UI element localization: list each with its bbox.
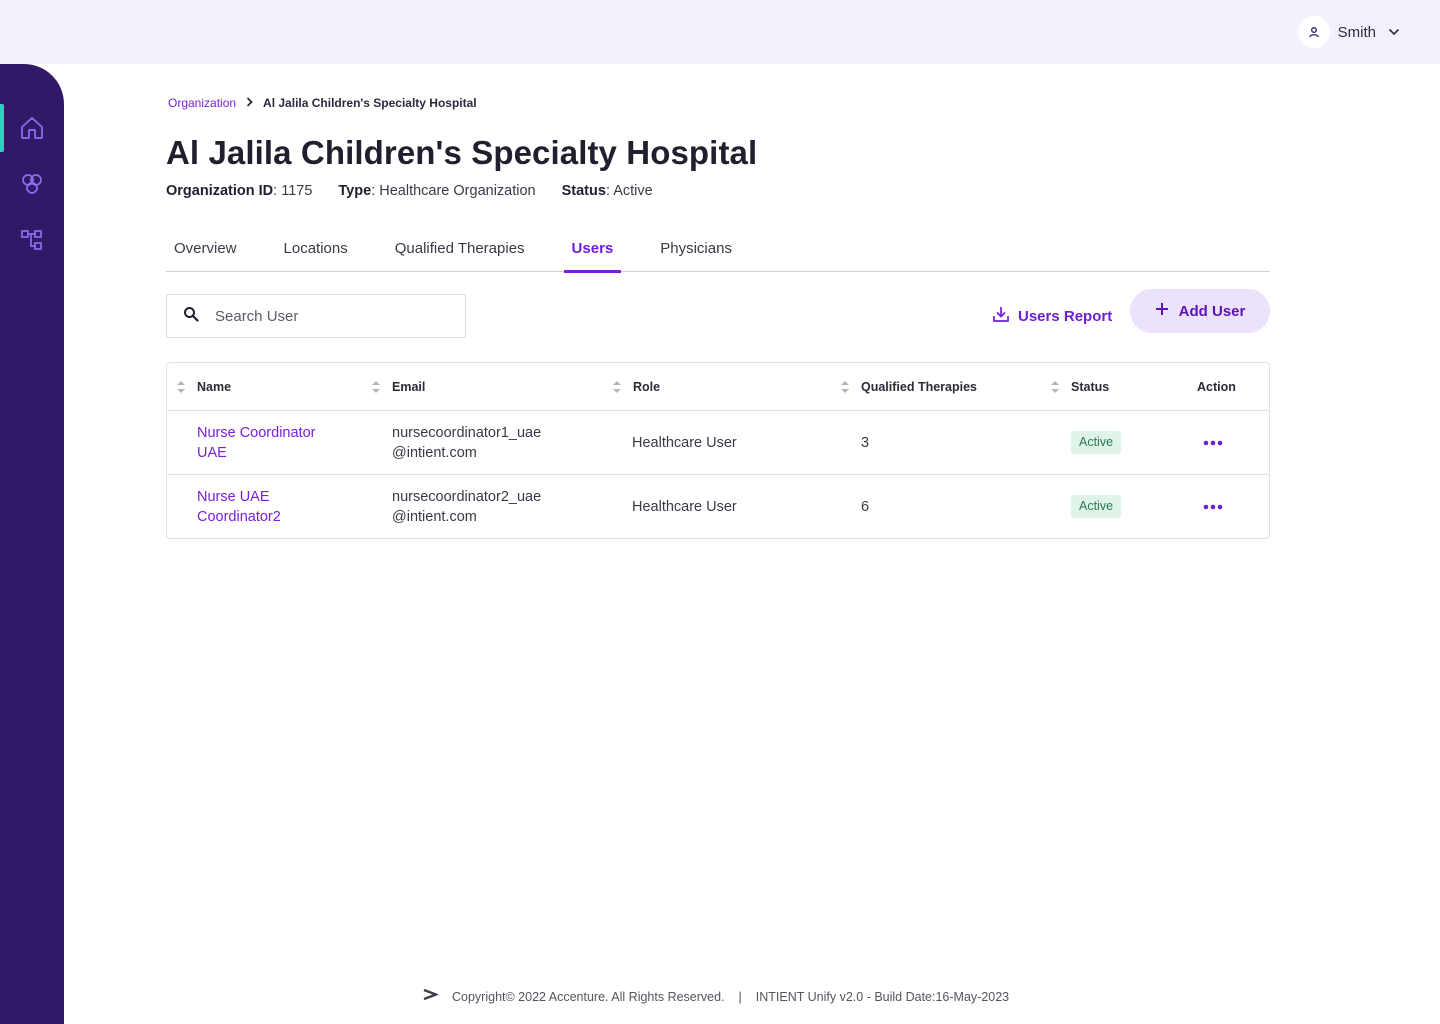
sort-icon[interactable] [840,379,850,395]
column-header-status[interactable]: Status [1071,379,1110,394]
user-therapies-count: 3 [861,434,870,451]
status-cell: Active [1071,475,1122,538]
user-role: Healthcare User [632,434,737,451]
user-role: Healthcare User [632,498,737,515]
user-name-cell[interactable]: Nurse Coordinator UAE [197,411,315,474]
user-icon [1297,16,1330,48]
footer-separator: | [738,989,742,1004]
organization-status: Status: Active [561,183,653,199]
sort-icon[interactable] [612,379,622,395]
sidebar-item-therapies[interactable] [0,160,64,208]
chevron-right-icon [246,96,253,110]
status-badge: Active [1071,431,1122,454]
table-header-row: Name Email Role Qualified Therapies Stat… [167,363,1269,410]
status-badge: Active [1071,495,1122,518]
sidebar [0,64,64,1024]
user-name-link[interactable]: Nurse UAE [197,488,270,505]
sort-icon[interactable] [176,379,186,395]
user-name-link[interactable]: UAE [197,444,227,461]
chevron-down-icon [1388,28,1400,36]
users-report-label: Users Report [1018,307,1113,325]
user-name: Smith [1337,23,1376,41]
more-actions-icon[interactable] [1203,475,1223,538]
column-header-action: Action [1197,379,1236,394]
user-menu[interactable]: Smith [1297,15,1400,49]
accenture-logo-icon [422,988,440,1005]
organization-id: Organization ID: 1175 [166,183,313,199]
breadcrumb-current: Al Jalila Children's Specialty Hospital [263,96,477,110]
sort-icon[interactable] [1050,379,1060,395]
user-email-cell: nursecoordinator2_uae @intient.com [392,475,541,538]
tab-locations[interactable]: Locations [283,240,348,257]
user-email: nursecoordinator2_uae [392,488,542,505]
top-bar: Smith [0,0,1440,64]
tab-overview[interactable]: Overview [174,240,237,257]
therapies-icon [22,174,42,194]
user-email: @intient.com [392,508,477,525]
users-report-button[interactable]: Users Report [992,300,1112,332]
search-icon [183,306,199,327]
sort-icon[interactable] [371,379,381,395]
column-header-qualified-therapies[interactable]: Qualified Therapies [861,379,978,394]
table-row: Nurse UAE Coordinator2 nursecoordinator2… [167,474,1269,538]
more-actions-icon[interactable] [1203,411,1223,474]
tab-qualified-therapies[interactable]: Qualified Therapies [394,240,525,257]
tab-physicians[interactable]: Physicians [660,240,732,257]
copyright-text: Copyright© 2022 Accenture. All Rights Re… [452,989,725,1004]
home-icon [21,117,43,139]
user-email-cell: nursecoordinator1_uae @intient.com [392,411,541,474]
user-name-link[interactable]: Coordinator2 [197,508,281,525]
column-header-role[interactable]: Role [633,379,661,394]
column-header-email[interactable]: Email [392,379,426,394]
table-row: Nurse Coordinator UAE nursecoordinator1_… [167,410,1269,474]
users-table: Name Email Role Qualified Therapies Stat… [166,362,1270,539]
organization-meta: Organization ID: 1175 Type: Healthcare O… [166,183,653,199]
tab-bar: Overview Locations Qualified Therapies U… [166,226,1270,273]
user-therapies-count: 6 [861,498,870,515]
sidebar-item-hierarchy[interactable] [0,216,64,264]
search-box [166,294,466,338]
user-name-link[interactable]: Nurse Coordinator [197,424,316,441]
user-email: nursecoordinator1_uae [392,424,542,441]
hierarchy-icon [21,230,42,250]
search-input[interactable] [215,307,445,325]
build-info: INTIENT Unify v2.0 - Build Date:16-May-2… [755,989,1010,1004]
add-user-label: Add User [1178,302,1246,320]
tab-users[interactable]: Users [563,226,622,273]
page-title: Al Jalila Children's Specialty Hospital [166,134,758,171]
status-cell: Active [1071,411,1122,474]
breadcrumb-organization-link[interactable]: Organization [168,96,237,110]
add-user-button[interactable]: Add User [1130,289,1270,333]
breadcrumb: Organization Al Jalila Children's Specia… [168,96,477,110]
user-email: @intient.com [392,444,477,461]
sidebar-item-home[interactable] [0,104,64,152]
column-header-name[interactable]: Name [197,379,232,394]
footer: Copyright© 2022 Accenture. All Rights Re… [422,988,1009,1005]
organization-type: Type: Healthcare Organization [338,183,536,199]
user-name-cell[interactable]: Nurse UAE Coordinator2 [197,475,281,538]
plus-icon [1155,302,1169,320]
download-icon [992,305,1010,327]
